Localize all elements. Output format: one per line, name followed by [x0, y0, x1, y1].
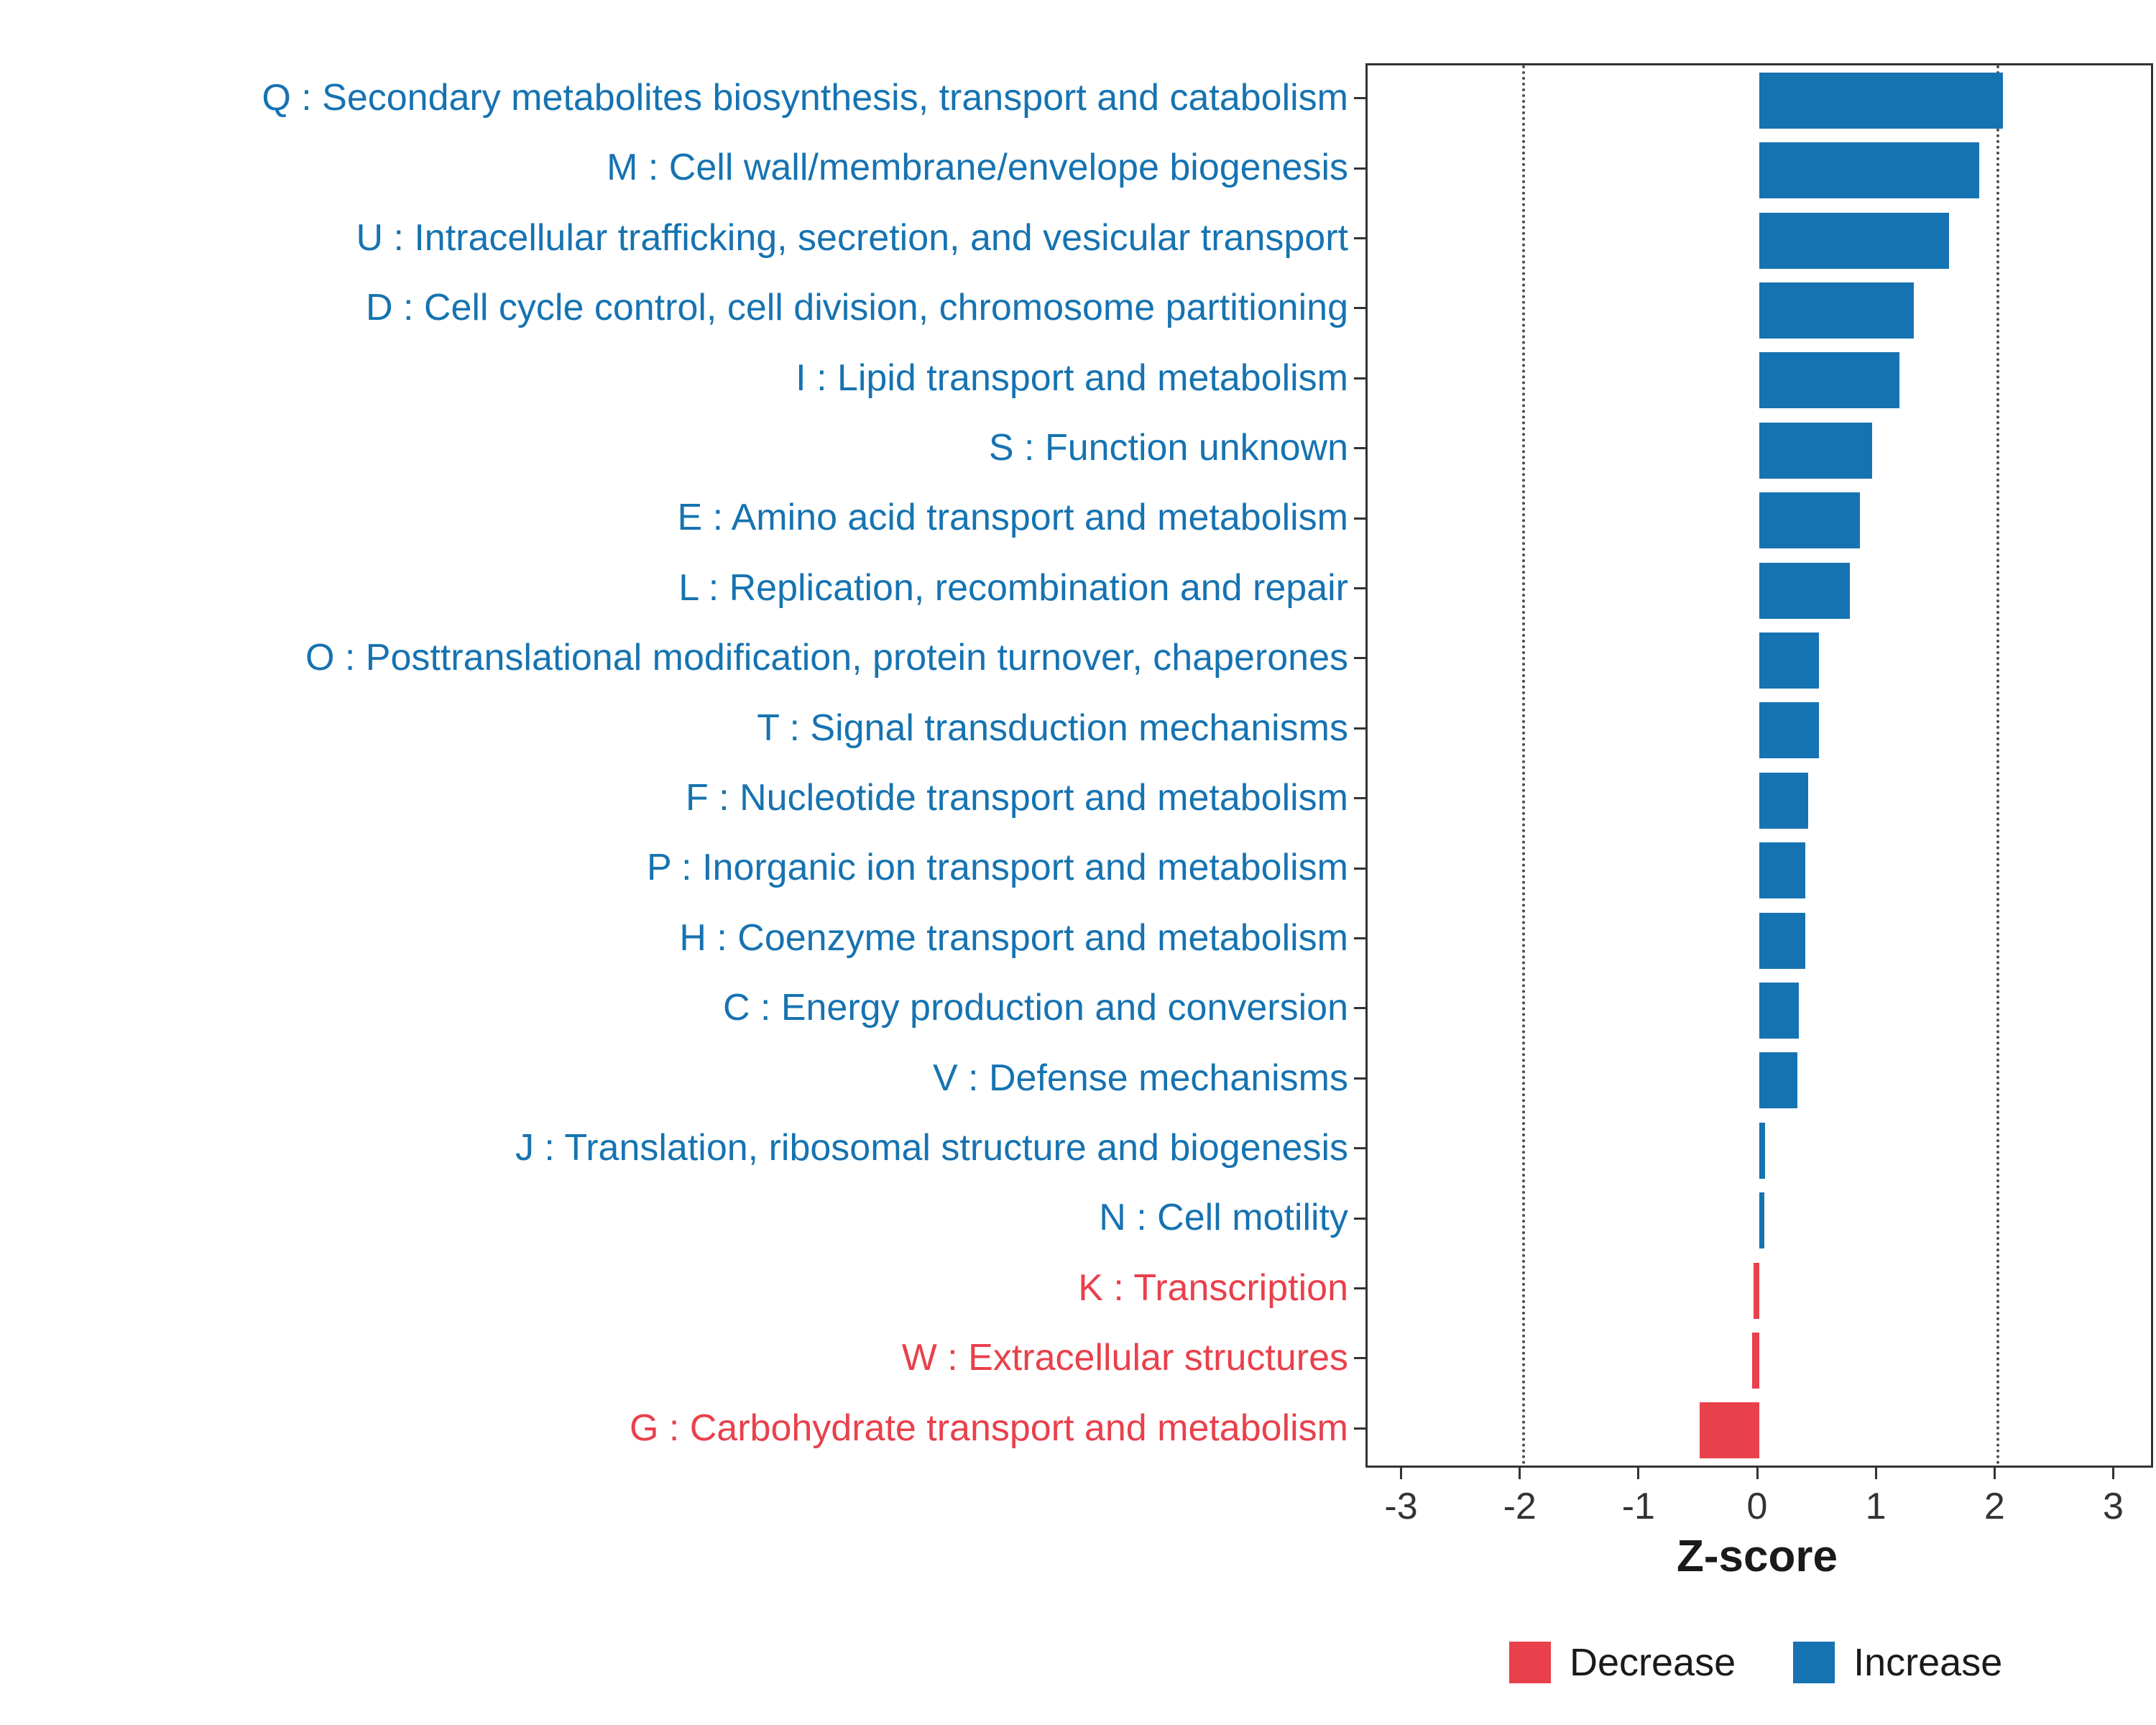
- x-axis-tick--3: [1400, 1468, 1403, 1479]
- legend-swatch-increase-icon: [1793, 1642, 1835, 1683]
- y-axis-tick-G: [1354, 1427, 1365, 1430]
- y-axis-tick-S: [1354, 447, 1365, 450]
- bar-N: [1759, 1192, 1764, 1249]
- x-axis-tick-label-2: 2: [1984, 1486, 2005, 1527]
- y-axis-label-S: S : Function unknown: [988, 427, 1348, 469]
- y-axis-label-P: P : Inorganic ion transport and metaboli…: [646, 847, 1348, 889]
- y-axis-label-W: W : Extracellular structures: [901, 1337, 1348, 1379]
- x-axis-tick-0: [1756, 1468, 1759, 1479]
- y-axis-label-Q: Q : Secondary metabolites biosynthesis, …: [262, 77, 1348, 119]
- bar-Q: [1759, 72, 2003, 129]
- x-axis-tick-1: [1874, 1468, 1877, 1479]
- y-axis-label-I: I : Lipid transport and metabolism: [796, 356, 1348, 399]
- y-axis-tick-O: [1354, 657, 1365, 660]
- y-axis-tick-E: [1354, 517, 1365, 520]
- x-axis-tick-label-0: 0: [1746, 1486, 1768, 1527]
- y-axis-label-M: M : Cell wall/membrane/envelope biogenes…: [607, 147, 1348, 189]
- y-axis-tick-J: [1354, 1147, 1365, 1150]
- bar-M: [1759, 142, 1979, 199]
- bar-W: [1752, 1332, 1759, 1389]
- x-axis-tick--1: [1637, 1468, 1640, 1479]
- bar-C: [1759, 982, 1799, 1039]
- legend-label-decrease: Decrease: [1570, 1641, 1736, 1684]
- bar-F: [1759, 772, 1808, 829]
- y-axis-label-N: N : Cell motility: [1099, 1197, 1348, 1239]
- bar-V: [1759, 1052, 1797, 1109]
- x-axis-tick-label-1: 1: [1865, 1486, 1886, 1527]
- bar-T: [1759, 702, 1819, 759]
- reference-line--2: [1521, 65, 1525, 1466]
- bar-K: [1753, 1262, 1759, 1319]
- x-axis-tick-label-3: 3: [2102, 1486, 2124, 1527]
- y-axis-label-H: H : Coenzyme transport and metabolism: [679, 916, 1348, 959]
- y-axis-label-V: V : Defense mechanisms: [932, 1057, 1348, 1099]
- reference-line-2: [1996, 65, 2000, 1466]
- y-axis-label-O: O : Posttranslational modification, prot…: [305, 637, 1348, 679]
- y-axis-labels: Q : Secondary metabolites biosynthesis, …: [262, 77, 1348, 1449]
- y-axis-label-K: K : Transcription: [1078, 1266, 1348, 1309]
- y-axis-tick-T: [1354, 727, 1365, 730]
- plot-panel: [1365, 63, 2153, 1468]
- bar-E: [1759, 492, 1861, 549]
- y-axis-label-D: D : Cell cycle control, cell division, c…: [366, 287, 1348, 329]
- x-axis-tick-label--3: -3: [1384, 1486, 1418, 1527]
- bar-I: [1759, 352, 1899, 409]
- x-axis-tick-label--1: -1: [1621, 1486, 1655, 1527]
- y-axis-label-E: E : Amino acid transport and metabolism: [677, 497, 1348, 539]
- y-axis-label-F: F : Nucleotide transport and metabolism: [686, 777, 1348, 819]
- legend-label-increase: Increase: [1853, 1641, 2003, 1684]
- bar-D: [1759, 282, 1914, 339]
- x-axis-title: Z-score: [1677, 1532, 1838, 1581]
- y-axis-tick-Q: [1354, 97, 1365, 100]
- y-axis-tick-F: [1354, 797, 1365, 800]
- bar-U: [1759, 212, 1950, 269]
- y-axis-tick-K: [1354, 1287, 1365, 1289]
- legend-swatch-decrease-icon: [1509, 1642, 1551, 1683]
- bar-O: [1759, 632, 1819, 689]
- y-axis-tick-M: [1354, 167, 1365, 170]
- legend: Decrease Increase: [1509, 1640, 2002, 1685]
- legend-item-decrease: Decrease: [1509, 1640, 1736, 1685]
- x-axis-tick-3: [2111, 1468, 2114, 1479]
- x-axis-tick--2: [1519, 1468, 1521, 1479]
- y-axis-label-L: L : Replication, recombination and repai…: [678, 566, 1348, 609]
- x-axis-tick-label--2: -2: [1503, 1486, 1537, 1527]
- bar-J: [1759, 1122, 1766, 1179]
- legend-item-increase: Increase: [1793, 1640, 2002, 1685]
- y-axis-label-J: J : Translation, ribosomal structure and…: [515, 1127, 1348, 1169]
- y-axis-label-T: T : Signal transduction mechanisms: [757, 707, 1348, 749]
- y-axis-tick-N: [1354, 1217, 1365, 1220]
- y-axis-tick-U: [1354, 237, 1365, 239]
- x-axis-tick-2: [1993, 1468, 1996, 1479]
- y-axis-label-G: G : Carbohydrate transport and metabolis…: [629, 1407, 1348, 1449]
- bar-L: [1759, 562, 1850, 619]
- y-axis-label-U: U : Intracellular trafficking, secretion…: [356, 216, 1348, 259]
- bar-P: [1759, 842, 1806, 899]
- y-axis-tick-W: [1354, 1357, 1365, 1360]
- bar-H: [1759, 912, 1806, 969]
- y-axis-tick-I: [1354, 377, 1365, 380]
- y-axis-tick-D: [1354, 307, 1365, 310]
- y-axis-tick-P: [1354, 867, 1365, 870]
- bar-G: [1700, 1402, 1759, 1459]
- y-axis-tick-H: [1354, 937, 1365, 939]
- y-axis-tick-C: [1354, 1007, 1365, 1010]
- bar-S: [1759, 422, 1872, 479]
- y-axis-tick-L: [1354, 587, 1365, 589]
- y-axis-label-C: C : Energy production and conversion: [722, 987, 1348, 1029]
- y-axis-tick-V: [1354, 1077, 1365, 1080]
